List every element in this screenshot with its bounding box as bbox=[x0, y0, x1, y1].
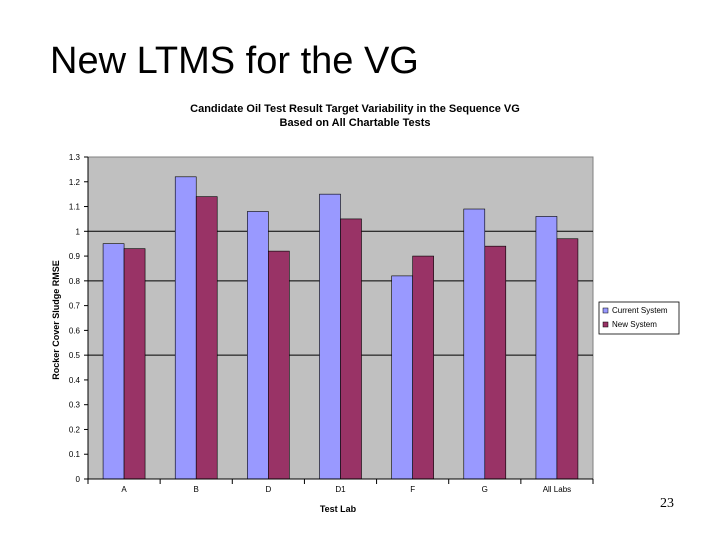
legend-box bbox=[598, 301, 680, 335]
x-tick-label-5: G bbox=[482, 485, 488, 494]
x-tick-label-3: D1 bbox=[335, 485, 346, 494]
y-tick-label-13: 1.3 bbox=[69, 153, 81, 162]
y-tick-label-2: 0.2 bbox=[69, 425, 81, 434]
bar-1-0 bbox=[123, 248, 146, 480]
y-axis-label: Rocker Cover Sludge RMSE bbox=[51, 260, 61, 380]
bar-0-4 bbox=[391, 275, 413, 480]
x-tick-label-6: All Labs bbox=[543, 485, 571, 494]
bar-0-3 bbox=[319, 193, 341, 480]
x-tick-label-0: A bbox=[121, 485, 127, 494]
bar-0-0 bbox=[102, 243, 125, 480]
legend: Current System New System bbox=[598, 301, 680, 335]
y-axis: 0 0.1 0.2 0.3 0.4 0.5 0.6 0.7 0.8 0.9 1 1.1 1.2 1.3 bbox=[69, 153, 89, 484]
bar-0-2 bbox=[247, 211, 269, 480]
bar-1-2 bbox=[268, 250, 290, 480]
x-tick-label-1: B bbox=[194, 485, 199, 494]
y-tick-label-0: 0 bbox=[76, 475, 81, 484]
chart-subtitle: Based on All Chartable Tests bbox=[280, 117, 431, 129]
slide-title: New LTMS for the VG bbox=[50, 40, 419, 82]
y-tick-label-6: 0.6 bbox=[69, 326, 81, 335]
x-axis: A B D D1 F G All Labs bbox=[87, 478, 594, 494]
y-tick-label-5: 0.5 bbox=[69, 351, 81, 360]
y-tick-label-4: 0.4 bbox=[69, 376, 81, 385]
legend-label-1: New System bbox=[612, 320, 657, 329]
y-tick-label-3: 0.3 bbox=[69, 401, 81, 410]
bars bbox=[102, 176, 579, 480]
x-axis-label: Test Lab bbox=[320, 504, 357, 514]
bar-1-1 bbox=[195, 196, 218, 480]
bar-1-4 bbox=[412, 255, 434, 480]
bar-1-3 bbox=[340, 218, 362, 480]
bar-0-1 bbox=[174, 176, 197, 480]
y-tick-label-12: 1.2 bbox=[69, 178, 81, 187]
y-tick-label-8: 0.8 bbox=[69, 277, 81, 286]
y-tick-label-10: 1 bbox=[76, 227, 81, 236]
bar-1-6 bbox=[556, 238, 579, 480]
legend-swatch-1 bbox=[602, 321, 609, 328]
y-tick-label-9: 0.9 bbox=[69, 252, 81, 261]
y-tick-label-1: 0.1 bbox=[69, 450, 81, 459]
x-tick-label-4: F bbox=[410, 485, 415, 494]
bar-0-6 bbox=[535, 216, 558, 480]
legend-swatch-0 bbox=[602, 307, 609, 314]
x-tick-label-2: D bbox=[265, 485, 271, 494]
page-number: 23 bbox=[660, 496, 674, 511]
y-tick-label-11: 1.1 bbox=[69, 203, 81, 212]
bar-1-5 bbox=[484, 245, 507, 480]
bar-0-5 bbox=[463, 208, 486, 480]
y-tick-label-7: 0.7 bbox=[69, 302, 81, 311]
legend-label-0: Current System bbox=[612, 306, 668, 315]
chart-title: Candidate Oil Test Result Target Variabi… bbox=[190, 103, 520, 115]
